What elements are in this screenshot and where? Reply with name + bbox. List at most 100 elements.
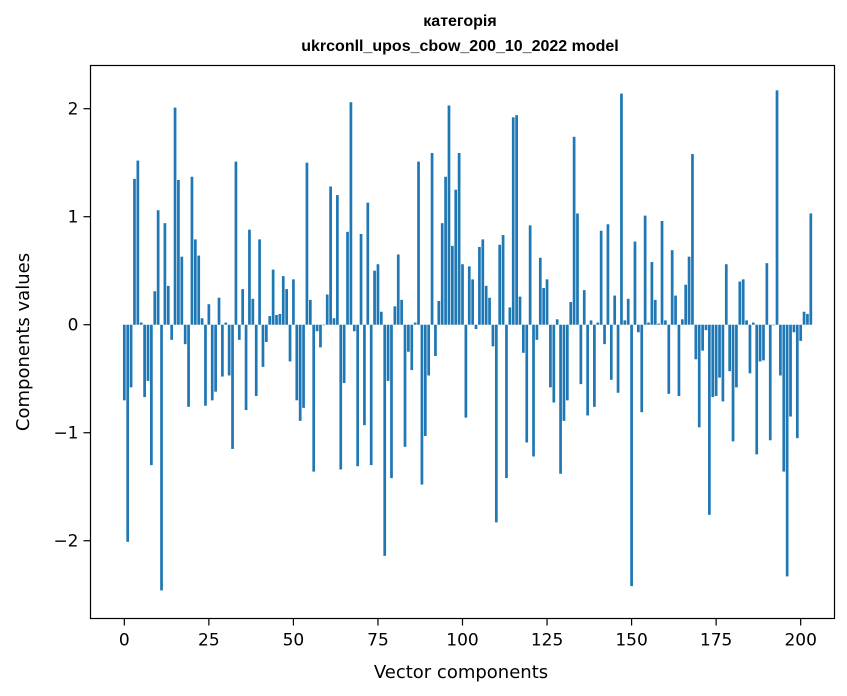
bar [258, 239, 261, 325]
bar [376, 264, 380, 325]
x-tick-label: 125 [531, 631, 563, 651]
bar [221, 324, 224, 377]
bar [136, 160, 140, 325]
bar [741, 279, 745, 325]
bar [298, 324, 302, 421]
bar [643, 215, 647, 325]
bar [407, 324, 410, 352]
bar [768, 324, 772, 441]
bar [538, 257, 542, 325]
bar [373, 270, 376, 325]
bar [731, 324, 735, 442]
bar [329, 186, 332, 325]
bar [160, 324, 163, 591]
bar [342, 324, 346, 384]
bar [674, 295, 677, 325]
bar [129, 324, 133, 388]
bar [166, 285, 170, 325]
bar [755, 324, 759, 455]
bar [606, 224, 610, 325]
bar [336, 195, 339, 325]
bar [518, 296, 522, 325]
bar [285, 289, 288, 325]
bar [153, 291, 157, 325]
bar [511, 117, 515, 325]
bar [241, 289, 245, 325]
bar [363, 324, 366, 426]
x-tick-label: 75 [367, 631, 389, 651]
bar [718, 324, 721, 378]
bar [234, 161, 238, 325]
bar [522, 324, 525, 353]
bar [386, 324, 390, 381]
x-axis-label: Vector components [374, 662, 548, 683]
bar [261, 324, 265, 367]
bar [467, 266, 471, 325]
bar [183, 324, 187, 345]
x-tick-label: 100 [446, 631, 478, 651]
bar [461, 264, 464, 325]
bar [579, 324, 583, 385]
bar [251, 298, 255, 325]
bar [292, 279, 295, 325]
bar [498, 244, 502, 325]
bar [427, 324, 431, 376]
bar [454, 189, 458, 325]
bar [417, 161, 420, 325]
bar [640, 324, 644, 413]
y-axis-label: Components values [13, 253, 34, 431]
bar [464, 324, 468, 418]
bar [403, 324, 407, 447]
bar [691, 154, 694, 325]
bar [278, 313, 282, 325]
bar [775, 90, 779, 325]
bar [603, 324, 606, 345]
bar [782, 324, 786, 472]
bar [596, 322, 600, 325]
bar [549, 324, 552, 388]
bar [231, 324, 234, 449]
bar [170, 324, 174, 340]
bar [653, 299, 657, 325]
bar [501, 235, 505, 325]
bar [552, 324, 556, 403]
bar [630, 324, 633, 587]
bar [525, 324, 529, 443]
bar [559, 324, 562, 474]
bar [369, 324, 373, 466]
chart-title: категорія [423, 13, 496, 30]
bar [143, 324, 146, 398]
bar [809, 213, 813, 325]
bar [704, 324, 708, 331]
bar [187, 324, 190, 407]
bar [762, 324, 765, 361]
bar [248, 229, 251, 325]
bar [379, 311, 383, 325]
bar [545, 279, 549, 325]
bar [325, 294, 329, 325]
bar [237, 324, 241, 340]
bar [664, 320, 667, 325]
bar [569, 302, 573, 325]
bar [139, 322, 143, 325]
bar [288, 324, 292, 362]
bar [254, 324, 258, 397]
y-tick-label: −2 [53, 532, 78, 552]
bar [471, 279, 474, 325]
bar [593, 324, 596, 407]
bar [349, 102, 353, 325]
plot-frame [89, 64, 836, 620]
bar [738, 281, 742, 325]
bar [133, 178, 136, 325]
bar [680, 319, 684, 325]
bar [806, 313, 809, 325]
bar [457, 152, 461, 325]
bar [735, 324, 738, 388]
bar [275, 315, 278, 325]
bar [576, 213, 579, 325]
y-tick-label: 1 [68, 208, 79, 228]
bar [721, 324, 725, 402]
y-tick-label: −1 [53, 424, 78, 444]
chart-subtitle: ukrconll_upos_cbow_200_10_2022 model [301, 38, 618, 55]
bar [180, 256, 184, 325]
